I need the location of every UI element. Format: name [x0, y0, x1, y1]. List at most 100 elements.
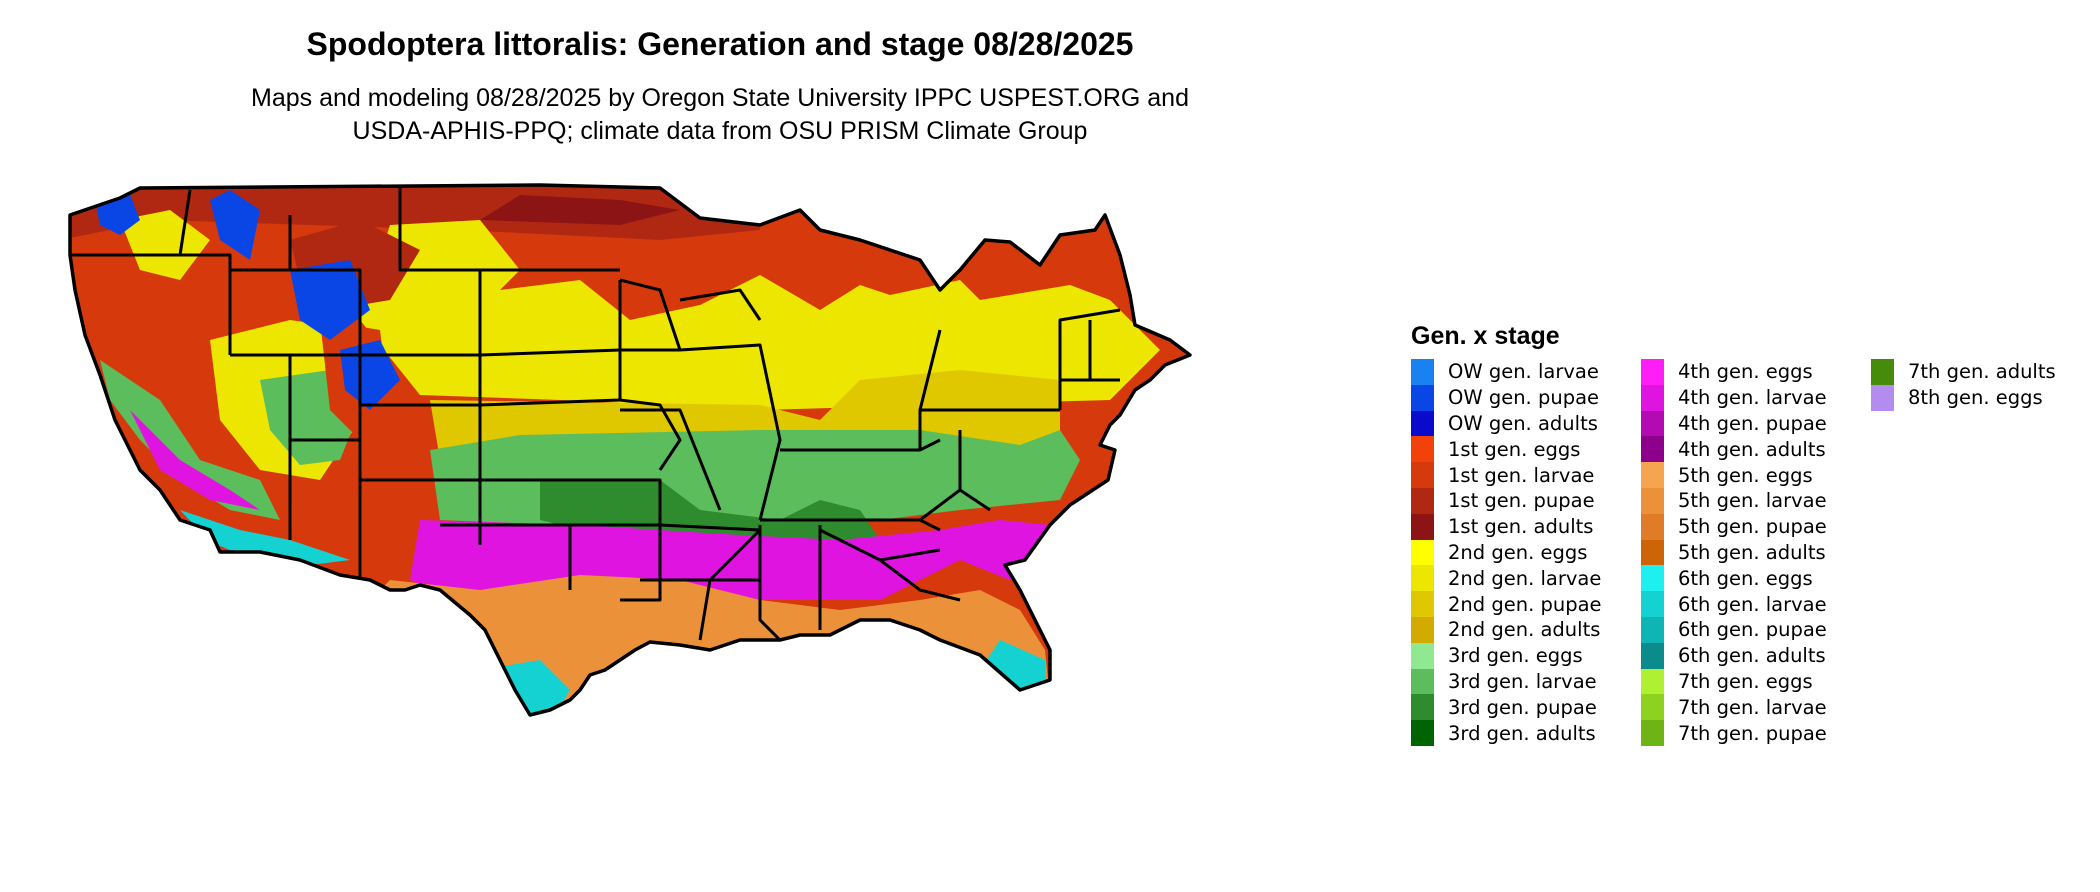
legend-label: 4th gen. adults — [1678, 437, 1826, 461]
legend-item: 6th gen. larvae — [1641, 591, 1861, 617]
legend-item: 3rd gen. larvae — [1411, 668, 1631, 695]
legend-item: 6th gen. adults — [1641, 642, 1861, 669]
legend-swatch — [1641, 487, 1664, 514]
legend-swatch — [1411, 616, 1434, 643]
legend-label: 6th gen. adults — [1678, 644, 1826, 668]
legend-label: 2nd gen. eggs — [1448, 540, 1588, 564]
legend-label: 5th gen. larvae — [1678, 489, 1827, 513]
legend-swatch — [1641, 359, 1664, 385]
legend-item: 5th gen. eggs — [1641, 462, 1861, 488]
legend-swatch — [1641, 436, 1664, 463]
us-generation-stage-map — [68, 183, 1192, 717]
legend-item: 1st gen. pupae — [1411, 487, 1631, 514]
legend-label: OW gen. larvae — [1448, 360, 1599, 384]
legend-label: 2nd gen. larvae — [1448, 566, 1602, 590]
legend-swatch — [1641, 591, 1664, 617]
legend-swatch — [1411, 720, 1434, 746]
legend-label: 8th gen. eggs — [1908, 386, 2043, 410]
legend-label: 4th gen. larvae — [1678, 386, 1827, 410]
legend-item: 1st gen. larvae — [1411, 462, 1631, 488]
legend-item: 2nd gen. pupae — [1411, 591, 1631, 617]
legend-item: 2nd gen. adults — [1411, 616, 1631, 643]
legend-swatch — [1411, 668, 1434, 695]
legend-label: 2nd gen. pupae — [1448, 592, 1602, 616]
legend-item: 2nd gen. larvae — [1411, 565, 1631, 592]
legend-item: 2nd gen. eggs — [1411, 539, 1631, 566]
legend-swatch — [1641, 694, 1664, 721]
legend-swatch — [1641, 410, 1664, 437]
legend-item: 5th gen. adults — [1641, 539, 1861, 566]
legend-item: 5th gen. pupae — [1641, 513, 1861, 540]
legend-label: 1st gen. eggs — [1448, 437, 1581, 461]
legend-swatch — [1641, 539, 1664, 566]
subtitle-line-1: Maps and modeling 08/28/2025 by Oregon S… — [251, 84, 1189, 112]
legend-label: 1st gen. pupae — [1448, 489, 1595, 513]
legend-swatch — [1411, 539, 1434, 566]
subtitle-line-2: USDA-APHIS-PPQ; climate data from OSU PR… — [352, 117, 1088, 145]
legend-swatch — [1641, 513, 1664, 540]
legend-label: 5th gen. pupae — [1678, 515, 1827, 539]
legend-swatch — [1641, 616, 1664, 643]
legend-label: 6th gen. larvae — [1678, 592, 1827, 616]
legend-label: 3rd gen. adults — [1448, 721, 1596, 745]
legend-swatch — [1411, 487, 1434, 514]
legend-item: 5th gen. larvae — [1641, 487, 1861, 514]
legend-label: 1st gen. adults — [1448, 515, 1594, 539]
legend-item: 7th gen. larvae — [1641, 694, 1861, 721]
legend-item: 3rd gen. adults — [1411, 720, 1631, 746]
legend-swatch — [1411, 384, 1434, 411]
legend-label: 3rd gen. eggs — [1448, 644, 1583, 668]
legend-item: OW gen. adults — [1411, 410, 1631, 437]
legend-column: OW gen. larvae OW gen. pupae OW gen. adult… — [1411, 359, 1631, 746]
legend-item: 4th gen. adults — [1641, 436, 1861, 463]
legend-item: 4th gen. pupae — [1641, 410, 1861, 437]
legend-swatch — [1411, 694, 1434, 721]
legend-swatch — [1411, 591, 1434, 617]
legend-item: 6th gen. eggs — [1641, 565, 1861, 592]
legend-swatch — [1641, 720, 1664, 746]
legend-item: 7th gen. eggs — [1641, 668, 1861, 695]
legend-item: 6th gen. pupae — [1641, 616, 1861, 643]
legend-label: 2nd gen. adults — [1448, 618, 1601, 642]
legend-label: 4th gen. eggs — [1678, 360, 1813, 384]
legend-item: 8th gen. eggs — [1871, 384, 2071, 411]
legend-item: 1st gen. adults — [1411, 513, 1631, 540]
legend-column: 4th gen. eggs 4th gen. larvae 4th gen. pup… — [1641, 359, 1861, 746]
legend-swatch — [1411, 436, 1434, 463]
legend-label: 7th gen. adults — [1908, 360, 2056, 384]
map-subtitle: Maps and modeling 08/28/2025 by Oregon S… — [0, 82, 1440, 148]
map-legend: Gen. x stage OW gen. larvae OW gen. pupae… — [1411, 322, 2081, 746]
legend-label: 1st gen. larvae — [1448, 463, 1595, 487]
legend-swatch — [1641, 384, 1664, 411]
legend-swatch — [1871, 359, 1894, 385]
legend-swatch — [1411, 565, 1434, 592]
legend-swatch — [1641, 668, 1664, 695]
legend-swatch — [1641, 462, 1664, 488]
legend-swatch — [1411, 462, 1434, 488]
legend-swatch — [1871, 384, 1894, 411]
legend-label: 5th gen. adults — [1678, 540, 1826, 564]
legend-label: 7th gen. pupae — [1678, 721, 1827, 745]
legend-label: 7th gen. larvae — [1678, 695, 1827, 719]
legend-item: OW gen. larvae — [1411, 359, 1631, 385]
legend-title: Gen. x stage — [1411, 322, 1560, 350]
legend-item: 3rd gen. eggs — [1411, 642, 1631, 669]
legend-column: 7th gen. adults 8th gen. eggs — [1871, 359, 2071, 746]
legend-item: 4th gen. eggs — [1641, 359, 1861, 385]
legend-swatch — [1411, 513, 1434, 540]
legend-swatch — [1411, 642, 1434, 669]
legend-label: 3rd gen. pupae — [1448, 695, 1597, 719]
legend-label: OW gen. pupae — [1448, 386, 1600, 410]
legend-label: 7th gen. eggs — [1678, 669, 1813, 693]
legend-item: 1st gen. eggs — [1411, 436, 1631, 463]
legend-item: 4th gen. larvae — [1641, 384, 1861, 411]
legend-label: 4th gen. pupae — [1678, 411, 1827, 435]
legend-columns: OW gen. larvae OW gen. pupae OW gen. adult… — [1411, 359, 2081, 746]
legend-swatch — [1641, 565, 1664, 592]
legend-item: 3rd gen. pupae — [1411, 694, 1631, 721]
legend-item: OW gen. pupae — [1411, 384, 1631, 411]
legend-swatch — [1411, 410, 1434, 437]
legend-item: 7th gen. pupae — [1641, 720, 1861, 746]
legend-label: 6th gen. pupae — [1678, 618, 1827, 642]
legend-label: 3rd gen. larvae — [1448, 669, 1597, 693]
